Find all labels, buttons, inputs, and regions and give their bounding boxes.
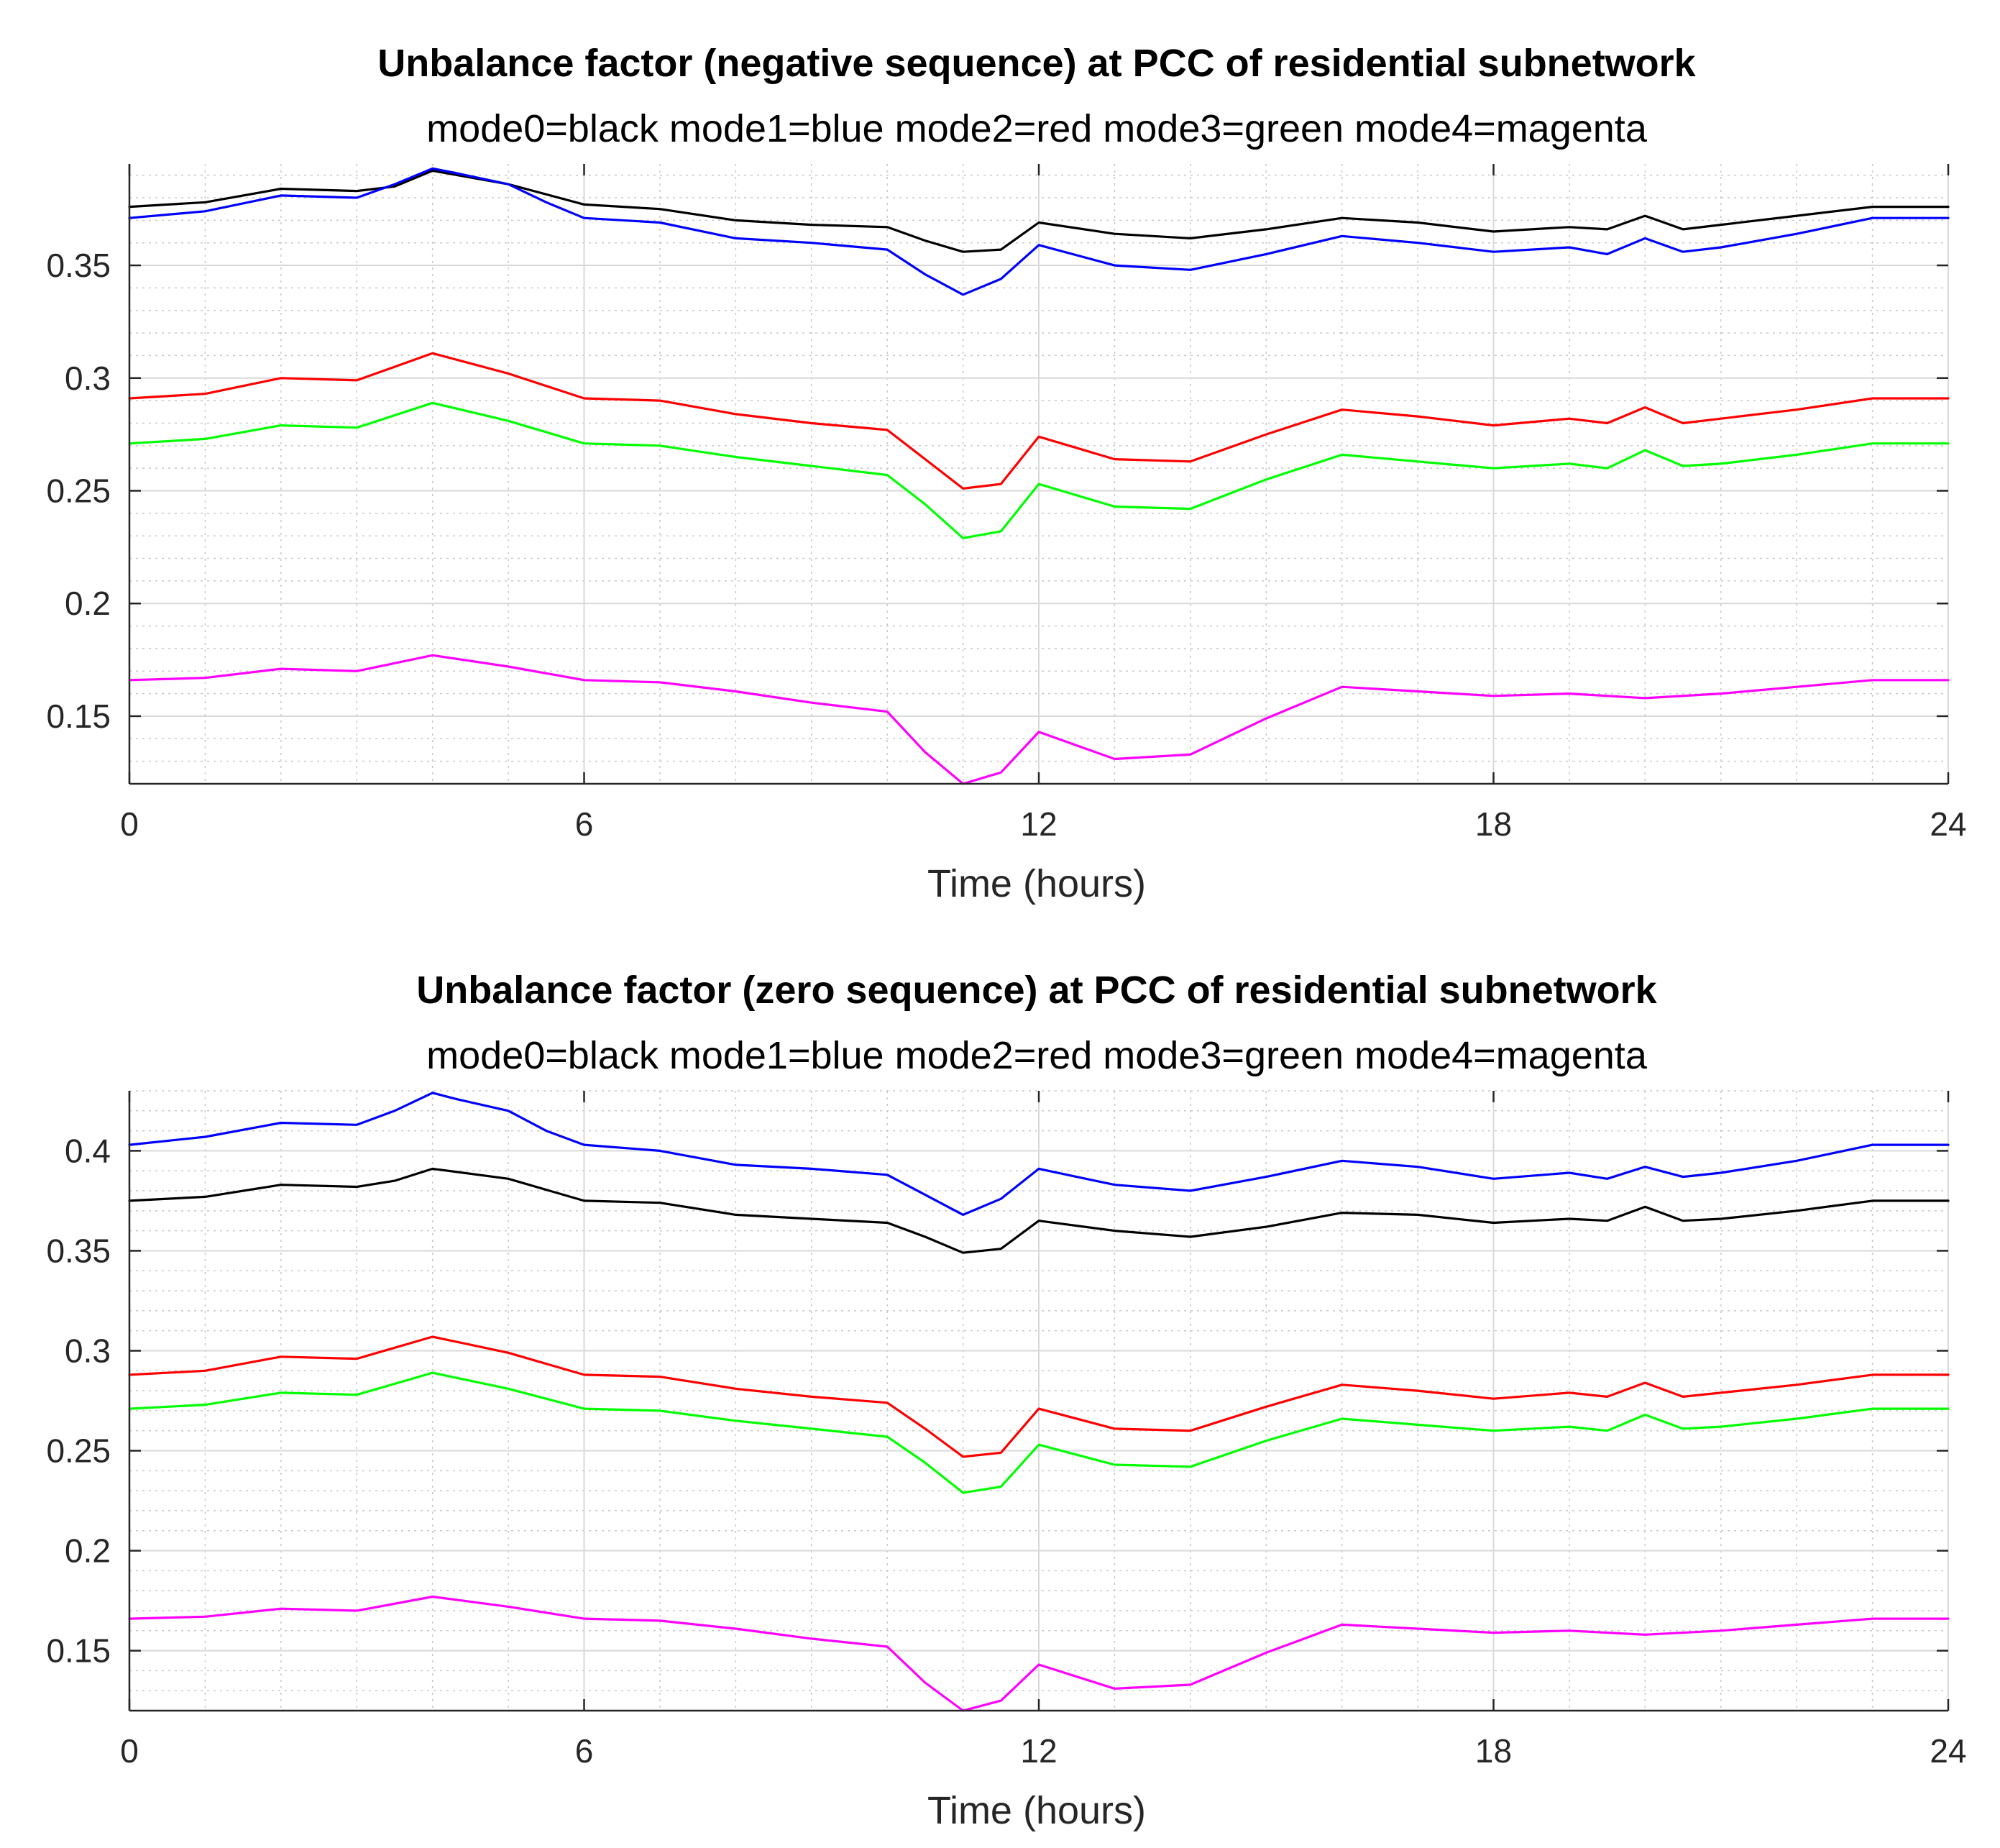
chart-title: Unbalance factor (zero sequence) at PCC … (416, 969, 1657, 1012)
series-line-1 (128, 1167, 1950, 1254)
series-line-0 (128, 1092, 1950, 1217)
x-tick-label: 0 (120, 805, 139, 843)
y-tick-label: 0.35 (46, 247, 111, 284)
series-line-2 (128, 352, 1950, 490)
series-group (128, 167, 1950, 785)
y-tick-label: 0.25 (46, 1432, 111, 1470)
x-tick-label: 18 (1475, 805, 1512, 843)
axes (128, 164, 1950, 785)
series-line-0 (128, 169, 1950, 253)
series-line-2 (128, 1335, 1950, 1458)
y-tick-label: 0.4 (65, 1132, 111, 1169)
x-tick-label: 6 (575, 805, 594, 843)
x-tick-label: 24 (1930, 1732, 1966, 1770)
chart-subtitle: mode0=black mode1=blue mode2=red mode3=g… (426, 107, 1648, 150)
series-line-3 (128, 1371, 1950, 1494)
series-line-4 (128, 1595, 1950, 1712)
series-line-3 (128, 401, 1950, 539)
chart-zero-sequence: Unbalance factor (zero sequence) at PCC … (46, 969, 1966, 1832)
series-line-1 (128, 167, 1950, 296)
series-line-4 (128, 654, 1950, 785)
y-tick-label: 0.3 (65, 360, 111, 397)
tick-labels: 0 6 12 18 24 0.15 0.2 0.25 0.3 0.35 0.4 (46, 1132, 1966, 1770)
y-tick-label: 0.35 (46, 1232, 111, 1269)
series-group (128, 1092, 1950, 1712)
x-axis-label: Time (hours) (927, 1789, 1146, 1832)
chart-title: Unbalance factor (negative sequence) at … (377, 42, 1696, 85)
y-tick-label: 0.2 (65, 1532, 111, 1570)
chart-negative-sequence: Unbalance factor (negative sequence) at … (46, 42, 1966, 905)
x-tick-label: 24 (1930, 805, 1966, 843)
x-tick-label: 18 (1475, 1732, 1512, 1770)
x-tick-label: 12 (1020, 805, 1057, 843)
x-tick-label: 6 (575, 1732, 594, 1770)
y-tick-label: 0.15 (46, 697, 111, 735)
x-tick-label: 12 (1020, 1732, 1057, 1770)
x-axis-label: Time (hours) (927, 862, 1146, 905)
axes (128, 1091, 1950, 1712)
y-tick-label: 0.25 (46, 472, 111, 510)
y-tick-label: 0.15 (46, 1632, 111, 1670)
grid (129, 1090, 1949, 1711)
y-tick-label: 0.3 (65, 1332, 111, 1369)
chart-subtitle: mode0=black mode1=blue mode2=red mode3=g… (426, 1034, 1648, 1077)
x-tick-label: 0 (120, 1732, 139, 1770)
tick-labels: 0 6 12 18 24 0.15 0.2 0.25 0.3 0.35 (46, 247, 1966, 843)
y-tick-label: 0.2 (65, 585, 111, 622)
